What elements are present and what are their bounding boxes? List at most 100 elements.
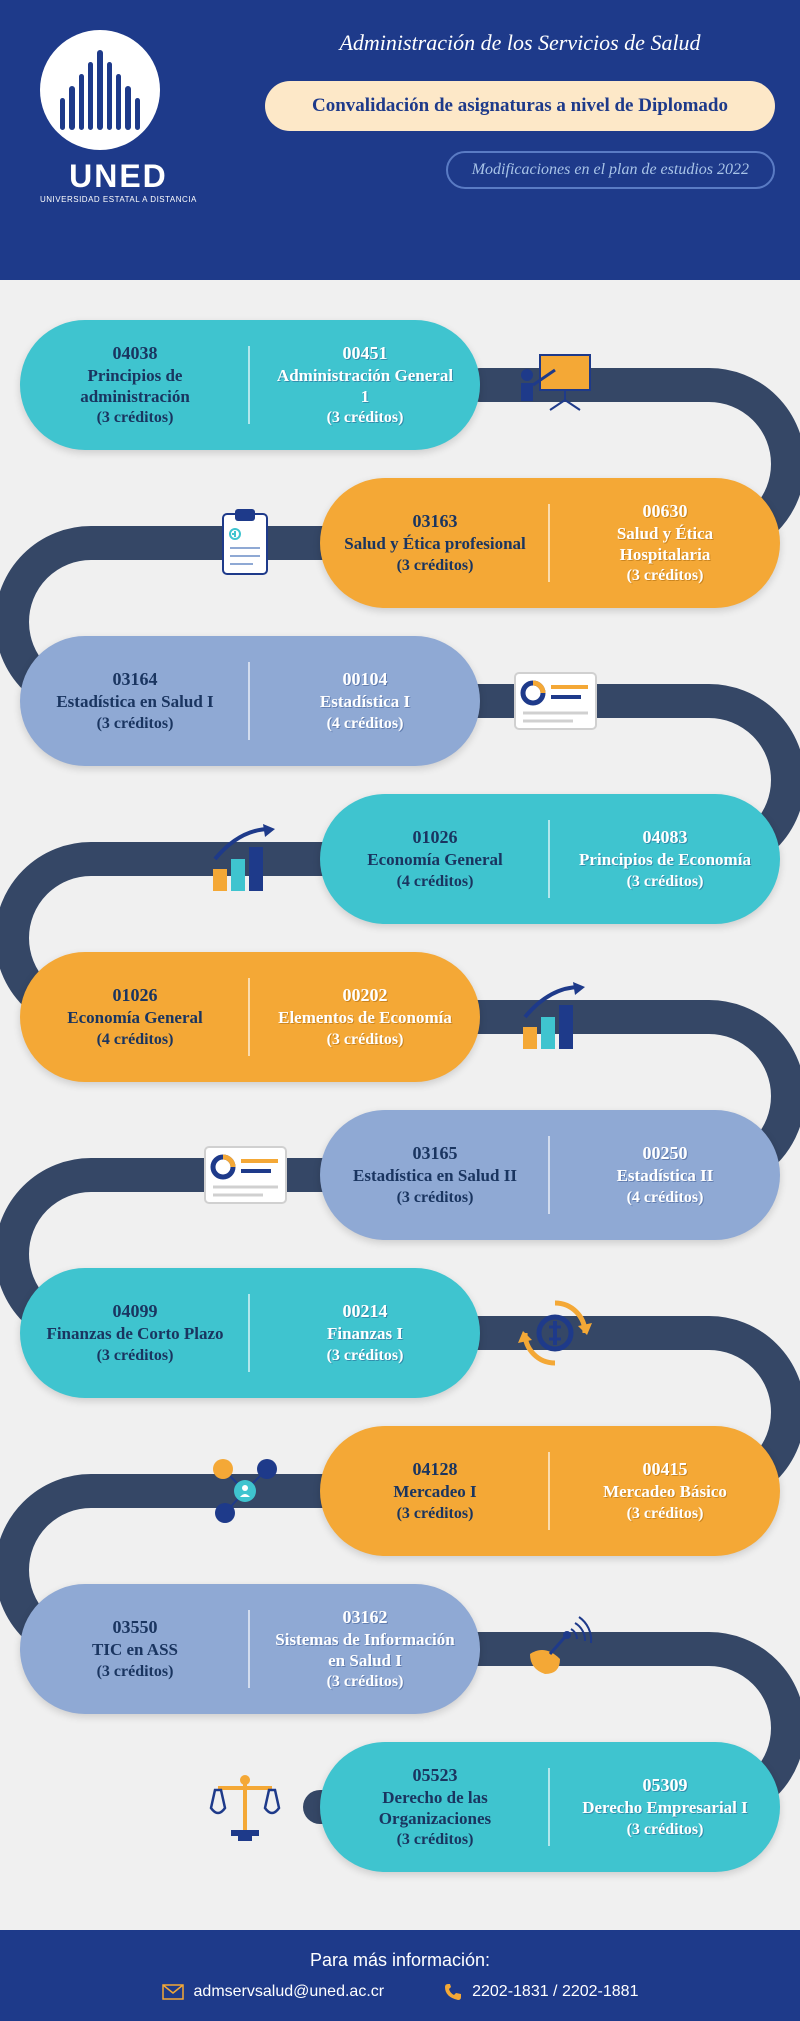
course-pill: 03165 Estadística en Salud II (3 crédito… xyxy=(320,1110,780,1240)
program-title: Administración de los Servicios de Salud xyxy=(265,30,775,56)
course-pill: 04099 Finanzas de Corto Plazo (3 crédito… xyxy=(20,1268,480,1398)
course-code: 00214 xyxy=(343,1301,388,1322)
course-row: 03165 Estadística en Salud II (3 crédito… xyxy=(20,1110,780,1240)
course-credits: (3 créditos) xyxy=(327,1673,404,1691)
logo-icon xyxy=(40,30,160,150)
course-name: Salud y Ética Hospitalaria xyxy=(572,524,758,565)
course-name: Finanzas de Corto Plazo xyxy=(46,1324,223,1344)
course-code: 03165 xyxy=(413,1143,458,1164)
course-name: Economía General xyxy=(67,1008,203,1028)
course-code: 04128 xyxy=(413,1459,458,1480)
course-code: 05523 xyxy=(413,1765,458,1786)
course-name: Administración General 1 xyxy=(272,366,458,407)
course-credits: (3 créditos) xyxy=(97,1347,174,1365)
course-right: 05309 Derecho Empresarial I (3 créditos) xyxy=(550,1742,780,1872)
course-code: 05309 xyxy=(643,1775,688,1796)
course-pill: 01026 Economía General (4 créditos)00202… xyxy=(20,952,480,1082)
course-right: 00214 Finanzas I (3 créditos) xyxy=(250,1268,480,1398)
course-pill: 05523 Derecho de las Organizaciones (3 c… xyxy=(320,1742,780,1872)
course-left: 03164 Estadística en Salud I (3 créditos… xyxy=(20,636,250,766)
course-credits: (3 créditos) xyxy=(397,1189,474,1207)
course-credits: (3 créditos) xyxy=(397,1505,474,1523)
course-name: Estadística I xyxy=(320,692,410,712)
course-code: 03550 xyxy=(113,1617,158,1638)
course-left: 04038 Principios de administración (3 cr… xyxy=(20,320,250,450)
course-code: 00250 xyxy=(643,1143,688,1164)
card-icon xyxy=(510,656,600,746)
main-title: Convalidación de asignaturas a nivel de … xyxy=(265,81,775,131)
course-name: Estadística en Salud I xyxy=(56,692,213,712)
course-name: Derecho Empresarial I xyxy=(582,1798,748,1818)
course-credits: (3 créditos) xyxy=(627,873,704,891)
course-name: Economía General xyxy=(367,850,503,870)
footer-title: Para más información: xyxy=(20,1950,780,1971)
course-credits: (3 créditos) xyxy=(327,1347,404,1365)
course-right: 00104 Estadística I (4 créditos) xyxy=(250,636,480,766)
course-name: Estadística en Salud II xyxy=(353,1166,517,1186)
course-code: 03164 xyxy=(113,669,158,690)
course-left: 03550 TIC en ASS (3 créditos) xyxy=(20,1584,250,1714)
course-credits: (3 créditos) xyxy=(327,1031,404,1049)
course-name: Principios de administración xyxy=(42,366,228,407)
footer-email: admservsalud@uned.ac.cr xyxy=(162,1983,385,2001)
course-name: Mercadeo Básico xyxy=(603,1482,727,1502)
course-right: 00451 Administración General 1 (3 crédit… xyxy=(250,320,480,450)
course-row: 03164 Estadística en Salud I (3 créditos… xyxy=(20,636,780,766)
growth-icon xyxy=(200,814,290,904)
header: UNED UNIVERSIDAD ESTATAL A DISTANCIA Adm… xyxy=(0,0,800,280)
brand-tagline: UNIVERSIDAD ESTATAL A DISTANCIA xyxy=(40,195,197,204)
course-credits: (3 créditos) xyxy=(97,715,174,733)
mail-icon xyxy=(162,1984,184,2000)
course-right: 00630 Salud y Ética Hospitalaria (3 créd… xyxy=(550,478,780,608)
course-left: 01026 Economía General (4 créditos) xyxy=(20,952,250,1082)
network-icon xyxy=(200,1446,290,1536)
course-code: 00415 xyxy=(643,1459,688,1480)
growth-icon xyxy=(510,972,600,1062)
course-row: 01026 Economía General (4 créditos)00202… xyxy=(20,952,780,1082)
course-code: 01026 xyxy=(113,985,158,1006)
course-credits: (4 créditos) xyxy=(327,715,404,733)
course-name: TIC en ASS xyxy=(92,1640,178,1660)
scales-icon xyxy=(200,1762,290,1852)
footer-phone: 2202-1831 / 2202-1881 xyxy=(444,1983,638,2001)
course-name: Mercadeo I xyxy=(393,1482,476,1502)
course-pill: 04038 Principios de administración (3 cr… xyxy=(20,320,480,450)
course-row: 05523 Derecho de las Organizaciones (3 c… xyxy=(20,1742,780,1872)
course-credits: (3 créditos) xyxy=(97,409,174,427)
course-code: 04083 xyxy=(643,827,688,848)
course-credits: (4 créditos) xyxy=(97,1031,174,1049)
course-code: 04038 xyxy=(113,343,158,364)
course-row: 03163 Salud y Ética profesional (3 crédi… xyxy=(20,478,780,608)
course-name: Estadística II xyxy=(617,1166,714,1186)
course-right: 03162 Sistemas de Información en Salud I… xyxy=(250,1584,480,1714)
course-left: 03163 Salud y Ética profesional (3 crédi… xyxy=(320,478,550,608)
course-credits: (3 créditos) xyxy=(627,567,704,585)
course-credits: (3 créditos) xyxy=(397,557,474,575)
course-row: 04099 Finanzas de Corto Plazo (3 crédito… xyxy=(20,1268,780,1398)
course-credits: (3 créditos) xyxy=(97,1663,174,1681)
course-name: Sistemas de Información en Salud I xyxy=(272,1630,458,1671)
course-right: 00202 Elementos de Economía (3 créditos) xyxy=(250,952,480,1082)
course-credits: (4 créditos) xyxy=(627,1189,704,1207)
course-left: 04099 Finanzas de Corto Plazo (3 crédito… xyxy=(20,1268,250,1398)
course-pill: 01026 Economía General (4 créditos) 04083… xyxy=(320,794,780,924)
course-right: 04083 Principios de Economía (3 créditos… xyxy=(550,794,780,924)
brand-name: UNED xyxy=(40,158,197,195)
course-credits: (4 créditos) xyxy=(397,873,474,891)
course-credits: (3 créditos) xyxy=(627,1821,704,1839)
course-code: 00451 xyxy=(343,343,388,364)
course-pill: 03163 Salud y Ética profesional (3 crédi… xyxy=(320,478,780,608)
course-code: 03163 xyxy=(413,511,458,532)
course-right: 00250 Estadística II (4 créditos) xyxy=(550,1110,780,1240)
course-name: Salud y Ética profesional xyxy=(344,534,526,554)
course-code: 00104 xyxy=(343,669,388,690)
course-code: 01026 xyxy=(413,827,458,848)
logo: UNED UNIVERSIDAD ESTATAL A DISTANCIA xyxy=(40,30,197,204)
course-credits: (3 créditos) xyxy=(627,1505,704,1523)
course-right: 00415 Mercadeo Básico (3 créditos) xyxy=(550,1426,780,1556)
course-left: 04128 Mercadeo I (3 créditos) xyxy=(320,1426,550,1556)
course-pill: 03550 TIC en ASS (3 créditos)03162 Siste… xyxy=(20,1584,480,1714)
cycle-icon xyxy=(510,1288,600,1378)
course-left: 03165 Estadística en Salud II (3 crédito… xyxy=(320,1110,550,1240)
course-code: 04099 xyxy=(113,1301,158,1322)
